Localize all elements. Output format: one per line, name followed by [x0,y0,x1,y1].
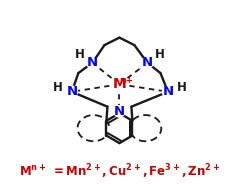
Text: N: N [142,56,153,69]
Text: H: H [75,48,85,61]
Circle shape [110,75,129,94]
Circle shape [162,86,174,97]
Text: N: N [162,85,174,98]
Text: N: N [66,85,77,98]
Circle shape [66,86,77,97]
Text: H: H [155,48,164,61]
Text: M: M [113,77,126,91]
Circle shape [142,57,153,68]
Circle shape [116,109,123,117]
Text: H: H [177,81,187,94]
Text: H: H [53,81,63,94]
Text: N: N [114,105,125,118]
Text: N: N [87,56,98,69]
Text: n+: n+ [119,76,133,85]
Circle shape [87,57,98,68]
Circle shape [114,106,125,117]
Text: $\mathbf{M^{n+}}$ $\mathbf{= Mn^{2+}, Cu^{2+}, Fe^{3+}, Zn^{2+}}$: $\mathbf{M^{n+}}$ $\mathbf{= Mn^{2+}, Cu… [19,163,220,181]
